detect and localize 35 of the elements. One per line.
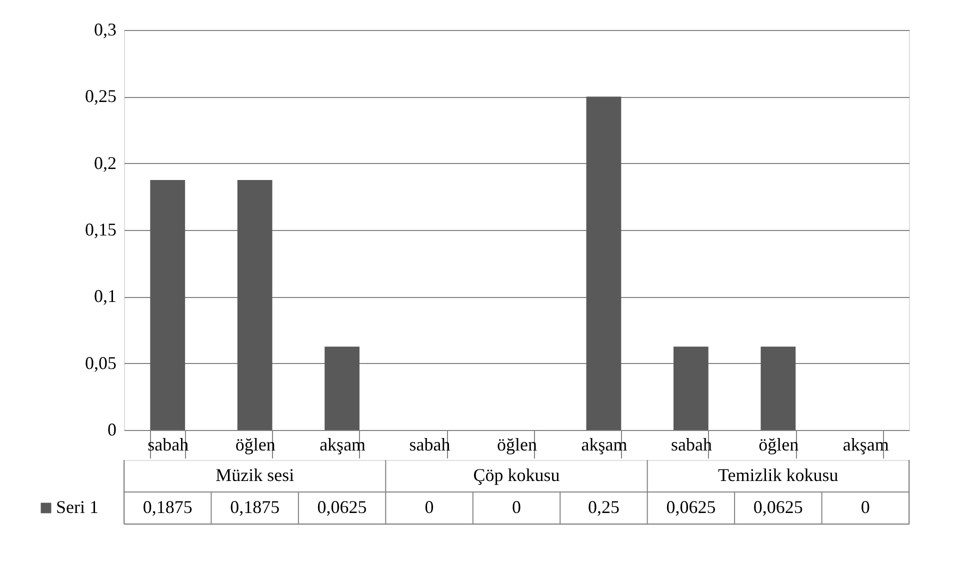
x-tick-label: akşam [581, 434, 628, 454]
bar [674, 346, 708, 430]
x-tick-label: sabah [670, 434, 712, 454]
text: Müzik sesi [216, 465, 294, 485]
bar [324, 346, 360, 430]
data-label: 0 [512, 497, 521, 517]
data-label: 0,1875 [142, 497, 192, 517]
y-tick-label: 0,25 [85, 86, 116, 106]
data-label: 0,25 [588, 497, 620, 517]
x-tick-label: sabah [409, 434, 450, 454]
x-tick-label: akşam [320, 434, 366, 454]
data-label: 0 [424, 497, 434, 517]
y-tick-label: 0,1 [94, 286, 116, 306]
y-tick-label: 0,2 [94, 152, 116, 173]
x-tick-label: öğlen [235, 434, 276, 454]
text: Çöp kokusu [473, 465, 560, 485]
y-tick-label: 0,05 [85, 352, 116, 373]
y-tick-label: 0,3 [94, 20, 116, 40]
text: Temizlik kokusu [718, 465, 838, 485]
y-tick-label: 0 [108, 420, 116, 440]
data-label: 0,0625 [666, 497, 716, 517]
x-tick-label: akşam [842, 434, 889, 454]
x-tick-label: sabah [148, 434, 189, 454]
x-tick-label: öğlen [497, 434, 537, 454]
bar [150, 180, 186, 430]
y-tick-label: 0,15 [85, 220, 116, 240]
x-tick-label: öğlen [758, 434, 799, 454]
data-label: 0,1875 [230, 497, 280, 517]
legend-label: Seri 1 [56, 497, 98, 517]
bar [586, 96, 622, 430]
bar [237, 180, 272, 430]
data-label: 0 [860, 497, 870, 517]
data-label: 0,0625 [753, 497, 803, 517]
bar [760, 346, 796, 430]
data-label: 0,0625 [317, 497, 367, 517]
